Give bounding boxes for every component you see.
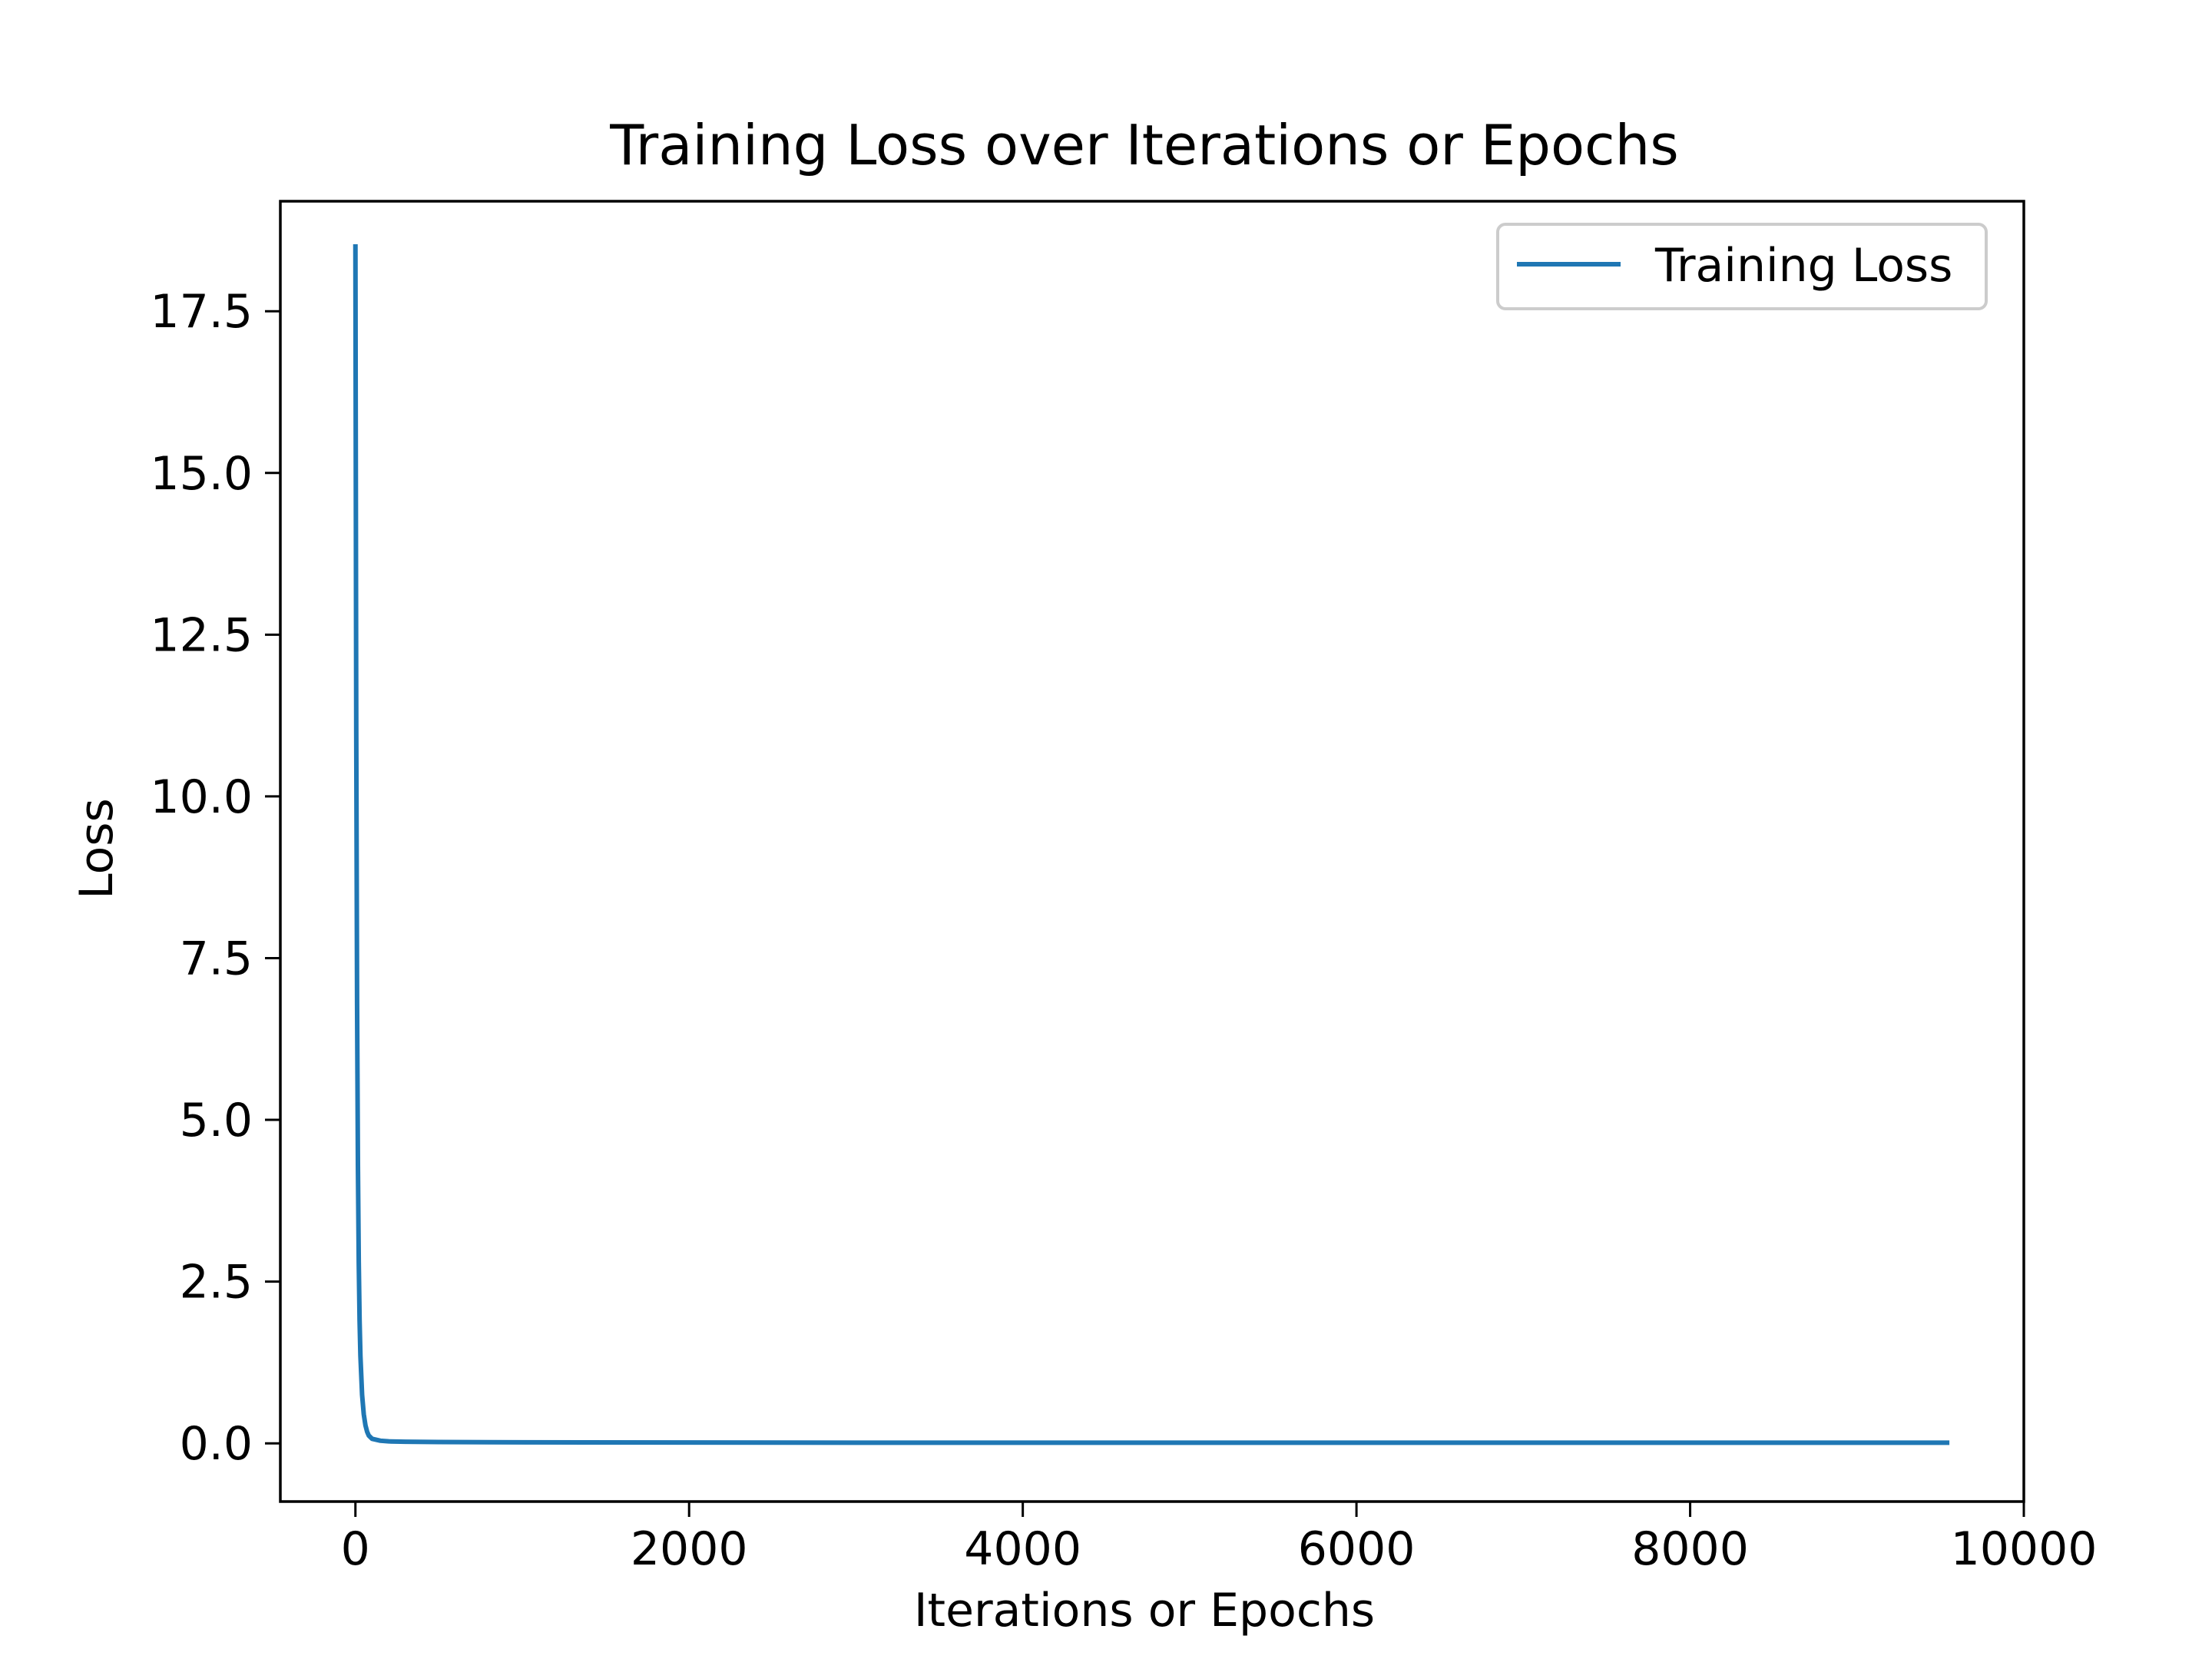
y-tick-label: 15.0 [150, 447, 253, 501]
legend-box [1496, 223, 1988, 310]
x-tick-label: 6000 [1298, 1522, 1416, 1576]
axes-frame [279, 200, 2025, 1503]
x-tick-label: 10000 [1951, 1522, 2098, 1576]
chart-title: Training Loss over Iterations or Epochs [609, 113, 1679, 177]
x-axis-label: Iterations or Epochs [914, 1584, 1375, 1637]
legend-label: Training Loss [1654, 239, 1952, 293]
x-tick-label: 2000 [631, 1522, 748, 1576]
x-tick-label: 8000 [1631, 1522, 1749, 1576]
y-axis-label: Loss [70, 798, 124, 899]
y-tick-label: 7.5 [180, 932, 253, 985]
y-tick-label: 5.0 [180, 1094, 253, 1147]
y-tick-label: 0.0 [180, 1417, 253, 1471]
x-tick-label: 0 [341, 1522, 370, 1576]
axes: 0 2000 4000 6000 8000 10000 0.0 2.5 5.0 7.5 10.0 12… [150, 200, 2098, 1576]
plot-area [353, 243, 1950, 1445]
y-tick-label: 17.5 [150, 285, 253, 339]
series-line-training-loss [353, 243, 1950, 1445]
y-tick-label: 2.5 [180, 1256, 253, 1310]
x-tick-label: 4000 [964, 1522, 1081, 1576]
legend: Training Loss [1496, 223, 1988, 310]
y-tick-label: 10.0 [150, 770, 253, 824]
y-tick-label: 12.5 [150, 608, 253, 662]
